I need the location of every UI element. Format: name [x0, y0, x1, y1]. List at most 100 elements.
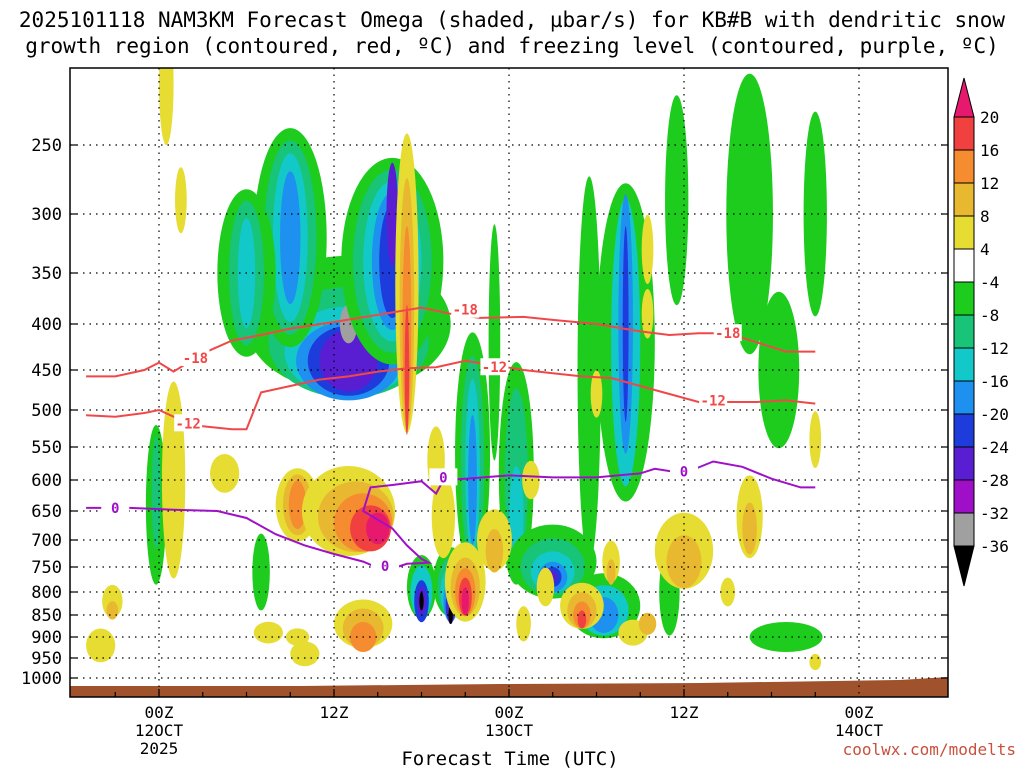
colorbar-top-triangle [953, 77, 975, 118]
freezing-contour-zero [86, 460, 816, 573]
y-tick-label-850: 850 [31, 606, 62, 626]
colorbar-label-13: -36 [980, 537, 1009, 556]
omega-blob-108 [638, 612, 657, 635]
y-tick-label-1000: 1000 [21, 669, 62, 689]
credit-url: coolwx.com/modelts [842, 740, 1016, 759]
omega-blob-23 [468, 415, 477, 545]
omega-blob-116 [809, 411, 822, 468]
freezing-contour-zero-label-0: 0 [111, 501, 119, 517]
y-tick-label-700: 700 [31, 531, 62, 551]
x-axis-label: Forecast Time (UTC) [401, 748, 618, 768]
dgz-contour-minus18-label-bg-1 [451, 300, 480, 318]
colorbar-segment-6 [953, 281, 975, 316]
colorbar-label-6: -8 [980, 306, 999, 325]
dgz-contour-minus18-label-bg-0 [181, 349, 210, 367]
omega-blob-66 [210, 454, 240, 493]
x-tick-label-24-0: 00Z [495, 703, 524, 722]
omega-blob-52 [622, 226, 629, 422]
dgz-contour-minus18-label-0: -18 [183, 351, 208, 367]
omega-blob-94 [461, 587, 469, 616]
colorbar-label-9: -20 [980, 405, 1009, 424]
x-tick-label-48-1: 14OCT [835, 721, 884, 740]
colorbar-segment-2 [953, 149, 975, 184]
dgz-contour-minus12-label-bg-1 [480, 358, 509, 376]
dgz-contour-minus12-label-bg-2 [699, 391, 728, 409]
y-tick-label-950: 950 [31, 649, 62, 669]
colorbar-label-10: -24 [980, 438, 1009, 457]
colorbar-segment-13 [953, 512, 975, 547]
dgz-contour-minus18-label-2: -18 [715, 326, 740, 342]
omega-blob-69 [106, 601, 119, 620]
omega-blob-60 [151, 435, 161, 549]
freezing-contour-zero-label-bg-2 [429, 468, 458, 486]
freezing-contour-zero-label-bg-1 [371, 556, 400, 574]
colorbar-label-1: 16 [980, 141, 999, 160]
omega-blob-106 [577, 610, 587, 629]
chart-title-line1: 2025101118 NAM3KM Forecast Omega (shaded… [18, 8, 1006, 32]
omega-shading [70, 68, 948, 697]
omega-blob-87 [404, 305, 410, 435]
y-tick-label-300: 300 [31, 205, 62, 225]
omega-blob-96 [485, 529, 504, 573]
freezing-contour-zero-label-2: 0 [439, 470, 447, 486]
omega-blob-16 [280, 171, 301, 304]
y-tick-label-600: 600 [31, 471, 62, 491]
y-tick-label-500: 500 [31, 401, 62, 421]
x-tick-label-0-2: 2025 [140, 739, 179, 758]
colorbar-label-8: -16 [980, 372, 1009, 391]
dgz-contour-minus18-label-1: -18 [453, 303, 478, 319]
dgz-contour-minus12-label-1: -12 [482, 360, 507, 376]
x-tick-label-24-1: 13OCT [485, 721, 534, 740]
omega-blob-12 [386, 162, 399, 266]
omega-blob-45 [577, 176, 601, 564]
omega-blob-73 [290, 641, 320, 667]
colorbar-segment-9 [953, 380, 975, 415]
omega-blob-74 [253, 621, 283, 644]
y-tick-label-400: 400 [31, 315, 62, 335]
colorbar-label-12: -32 [980, 504, 1009, 523]
y-tick-label-350: 350 [31, 264, 62, 284]
dgz-contour-minus12-label-bg-0 [174, 414, 203, 432]
y-tick-label-800: 800 [31, 583, 62, 603]
dgz-contour-minus12-label-0: -12 [176, 416, 201, 432]
freezing-contour-zero-label-1: 0 [381, 559, 389, 575]
omega-blob-80 [366, 512, 390, 545]
colorbar-segment-8 [953, 347, 975, 382]
colorbar-segment-10 [953, 413, 975, 448]
dgz-contour-minus18-label-bg-2 [713, 324, 742, 342]
colorbar-segment-1 [953, 116, 975, 151]
omega-blob-102 [606, 559, 616, 585]
chart-title-line2: growth region (contoured, red, ºC) and f… [25, 34, 999, 58]
omega-blob-62 [488, 224, 501, 461]
omega-blob-68 [86, 628, 116, 663]
colorbar-segment-4 [953, 215, 975, 250]
omega-blob-35 [419, 592, 424, 611]
omega-blob-98 [522, 460, 540, 500]
omega-blob-110 [641, 289, 654, 339]
colorbar-segment-5 [953, 248, 975, 283]
dgz-contour-minus12-label-2: -12 [701, 393, 726, 409]
omega-blob-64 [175, 167, 187, 234]
colorbar-label-2: 12 [980, 174, 999, 193]
y-tick-label-650: 650 [31, 502, 62, 522]
x-tick-label-12-0: 12Z [320, 703, 349, 722]
omega-blob-89 [431, 475, 456, 559]
y-tick-label-550: 550 [31, 438, 62, 458]
colorbar-label-7: -12 [980, 339, 1009, 358]
omega-blob-55 [726, 73, 773, 355]
omega-blob-97 [516, 606, 531, 642]
omega-blob-109 [641, 214, 654, 284]
y-tick-label-900: 900 [31, 628, 62, 648]
omega-blob-72 [288, 480, 307, 529]
colorbar-segment-3 [953, 182, 975, 217]
colorbar-label-4: 4 [980, 240, 990, 259]
colorbar-label-5: -4 [980, 273, 999, 292]
colorbar-label-11: -28 [980, 471, 1009, 490]
dgz-contour-minus18 [86, 306, 816, 378]
freezing-contour-zero-label-bg-0 [101, 498, 130, 516]
omega-blob-114 [742, 502, 757, 555]
y-tick-label-250: 250 [31, 136, 62, 156]
omega-blob-61 [252, 533, 270, 611]
colorbar-label-0: 20 [980, 108, 999, 127]
